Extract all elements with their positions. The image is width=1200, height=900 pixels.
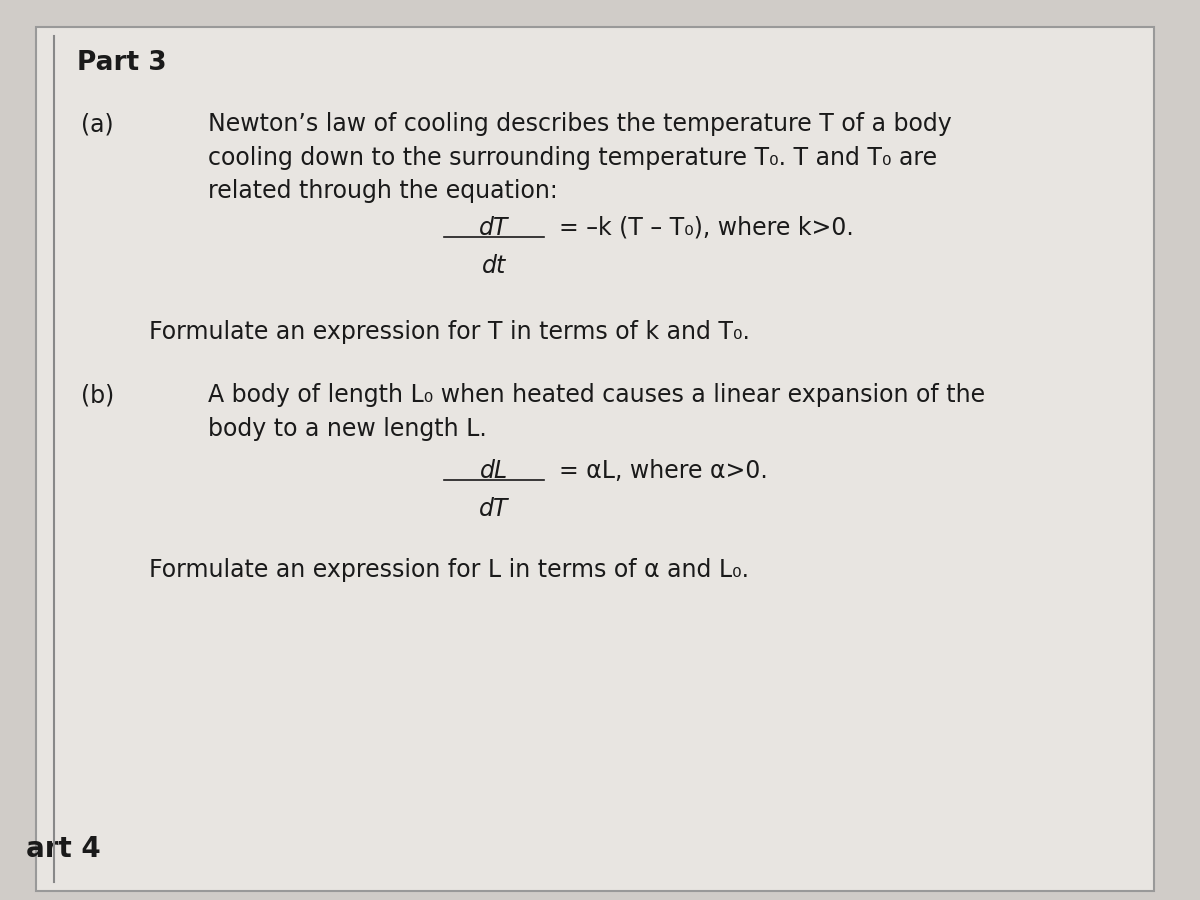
Text: dT: dT <box>479 497 509 521</box>
Text: Part 3: Part 3 <box>77 50 167 76</box>
Text: Formulate an expression for T in terms of k and T₀.: Formulate an expression for T in terms o… <box>149 320 750 344</box>
Text: A body of length L₀ when heated causes a linear expansion of the: A body of length L₀ when heated causes a… <box>209 383 985 408</box>
Text: related through the equation:: related through the equation: <box>209 179 558 203</box>
Text: dT: dT <box>479 216 509 240</box>
Text: = αL, where α>0.: = αL, where α>0. <box>559 459 768 483</box>
Text: dL: dL <box>480 459 508 483</box>
Text: (a): (a) <box>80 112 114 137</box>
Text: body to a new length L.: body to a new length L. <box>209 417 487 441</box>
Text: art 4: art 4 <box>26 835 101 863</box>
FancyBboxPatch shape <box>36 27 1154 891</box>
Text: Newton’s law of cooling describes the temperature T of a body: Newton’s law of cooling describes the te… <box>209 112 952 137</box>
Text: Formulate an expression for L in terms of α and L₀.: Formulate an expression for L in terms o… <box>149 558 749 582</box>
Text: cooling down to the surrounding temperature T₀. T and T₀ are: cooling down to the surrounding temperat… <box>209 146 937 170</box>
Text: dt: dt <box>481 254 506 278</box>
Text: (b): (b) <box>80 383 114 408</box>
Text: = –k (T – T₀), where k>0.: = –k (T – T₀), where k>0. <box>559 216 854 240</box>
